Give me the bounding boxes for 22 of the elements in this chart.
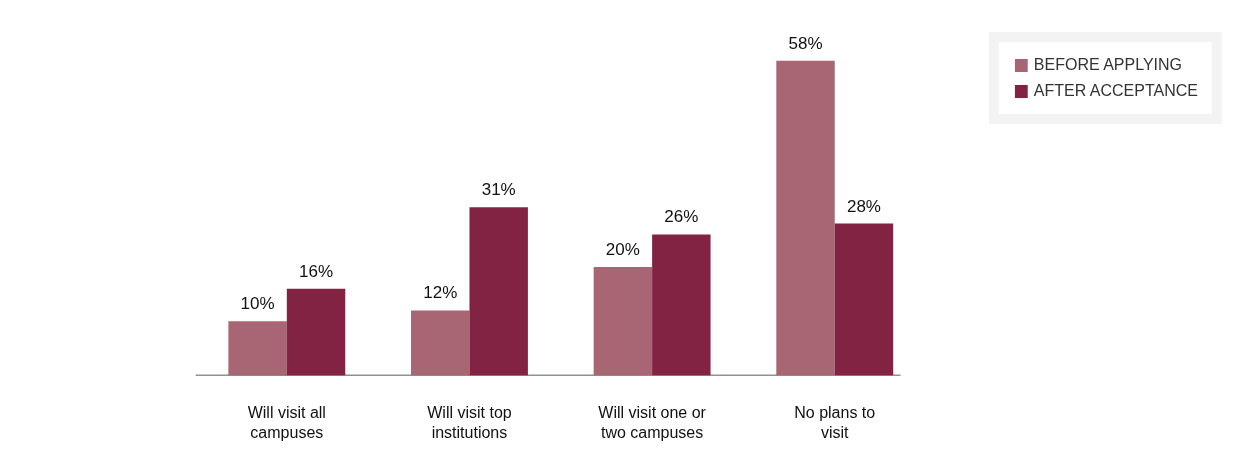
data-label: 12% <box>423 283 458 303</box>
legend-label: BEFORE APPLYING <box>1033 56 1183 74</box>
bar <box>776 60 835 376</box>
data-label: 31% <box>481 180 516 200</box>
bar <box>593 267 653 376</box>
x-tick-label: No plans to visit <box>794 403 876 441</box>
bar <box>228 321 287 376</box>
bar <box>834 223 894 376</box>
data-label: 16% <box>299 261 334 281</box>
x-tick-label: Will visit top institutions <box>427 403 512 441</box>
data-label: 28% <box>846 196 881 216</box>
bar <box>286 288 346 376</box>
bar <box>411 310 470 376</box>
data-label: 58% <box>788 33 823 53</box>
data-label: 26% <box>664 207 699 227</box>
bar <box>469 207 528 376</box>
x-tick-label: Will visit all campuses <box>247 403 326 441</box>
data-label: 20% <box>605 240 640 259</box>
x-tick-label: Will visit one or two campuses <box>598 403 707 441</box>
data-label: 10% <box>240 294 275 314</box>
legend-label: AFTER ACCEPTANCE <box>1033 82 1198 100</box>
bar <box>652 234 711 376</box>
